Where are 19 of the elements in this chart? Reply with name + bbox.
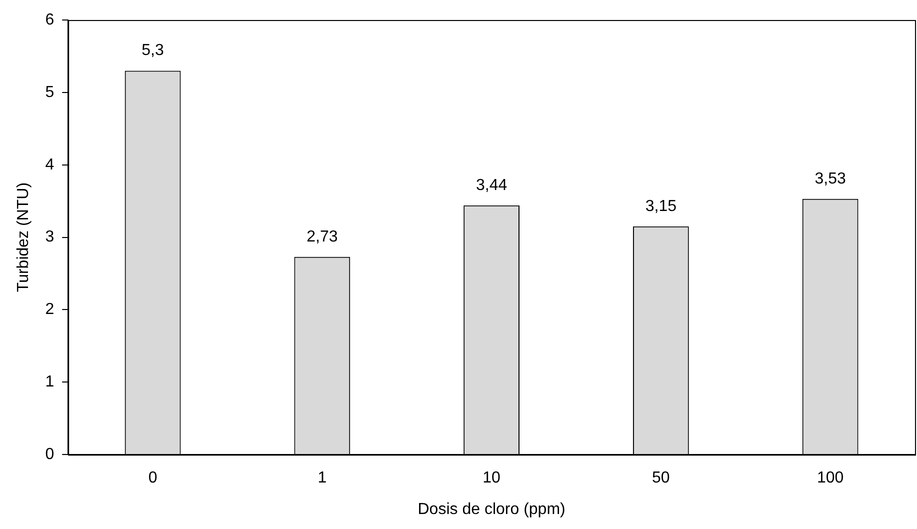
data-label: 3,53 [814,170,846,188]
data-label: 5,3 [142,42,164,60]
y-axis-title: Turbidez (NTU) [15,182,32,292]
data-label: 3,44 [476,176,508,194]
y-tick-label: 1 [45,374,54,391]
data-label: 3,15 [645,198,677,215]
x-tick-label: 1 [318,470,327,487]
x-tick-label: 10 [482,470,501,487]
x-tick-label: 0 [148,470,158,487]
x-tick-label: 50 [652,470,670,487]
x-axis-title: Dosis de cloro (ppm) [418,500,566,518]
y-tick-label: 4 [45,156,54,174]
y-tick-label: 3 [45,228,54,246]
y-tick-label: 5 [45,84,54,101]
y-tick-label: 6 [45,11,54,28]
y-tick-label: 2 [45,301,54,318]
y-tick-label: 0 [45,446,54,464]
x-tick-label: 100 [816,470,844,487]
data-label: 2,73 [306,228,338,246]
